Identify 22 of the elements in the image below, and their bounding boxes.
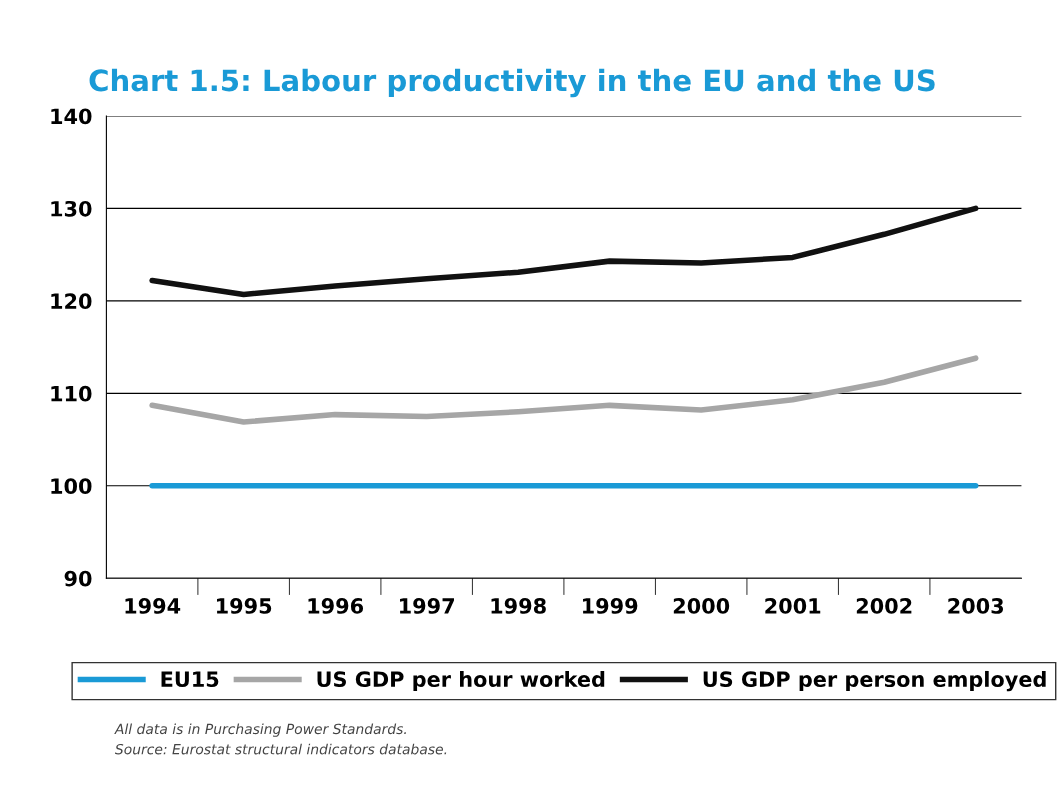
x-tick-label: 2002: [856, 598, 912, 614]
x-tick-label: 1996: [308, 598, 364, 614]
x-tick-label: 1998: [491, 598, 546, 614]
legend-label: US GDP per hour worked: [317, 670, 605, 692]
y-tick-label: 110: [51, 385, 92, 402]
y-tick-label: 100: [51, 478, 92, 494]
y-tick-label: 120: [51, 293, 92, 310]
x-tick-label: 1997: [400, 598, 454, 614]
text: All data is in Purchasing Power Standards.: [114, 723, 406, 737]
x-tick-label: 2001: [765, 598, 821, 614]
y-tick-label: 90: [64, 570, 92, 587]
legend-label: US GDP per person employed: [703, 670, 1046, 692]
legend-label: EU15: [161, 671, 219, 688]
y-tick-label: 130: [51, 200, 92, 217]
x-tick-label: 1999: [583, 598, 638, 614]
source-note: Source: Eurostat structural indicators database.: [114, 743, 447, 755]
chart-title: Chart 1.5: Labour productivity in the EU and the US: [89, 68, 935, 98]
y-tick-label: 140: [51, 108, 92, 125]
x-tick-label: 1994: [125, 598, 181, 614]
x-tick-label: 2003: [948, 598, 1004, 614]
x-tick-label: 2000: [673, 598, 730, 614]
x-tick-label: 1995: [217, 598, 272, 614]
